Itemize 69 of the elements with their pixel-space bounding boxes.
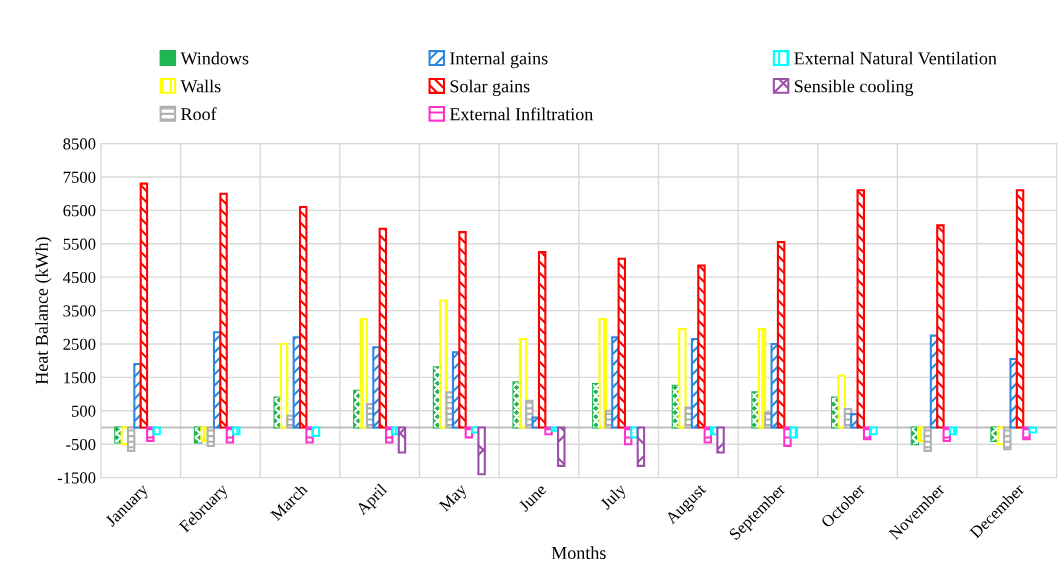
bar xyxy=(544,426,553,436)
bar xyxy=(126,426,136,452)
bar xyxy=(783,426,792,447)
bar xyxy=(557,426,566,467)
legend-label: External Infiltration xyxy=(449,107,594,121)
bar xyxy=(385,426,394,444)
bar xyxy=(948,426,958,436)
bar xyxy=(305,426,314,444)
legend-label: Sensible cooling xyxy=(794,79,914,97)
bar xyxy=(837,374,846,429)
bar xyxy=(697,264,706,429)
bar xyxy=(923,426,932,452)
bar xyxy=(617,257,627,429)
bar xyxy=(311,426,321,437)
bar xyxy=(146,426,155,442)
bar xyxy=(458,231,467,429)
bar xyxy=(716,426,725,454)
bar xyxy=(598,317,607,429)
bar xyxy=(397,426,407,454)
bar xyxy=(477,426,486,476)
bar xyxy=(776,241,786,429)
bar xyxy=(1028,426,1038,434)
y-tick-label: 7500 xyxy=(63,171,96,183)
bar xyxy=(678,327,687,429)
y-tick-label: 4500 xyxy=(63,271,96,284)
legend-label: Walls xyxy=(180,79,221,93)
bar xyxy=(464,426,474,439)
y-tick-label: 8500 xyxy=(63,138,96,150)
y-tick-label: 3500 xyxy=(63,305,96,317)
bar xyxy=(139,182,149,429)
bar xyxy=(636,426,646,467)
legend-label: Internal gains xyxy=(450,51,548,69)
x-tick-label: July xyxy=(599,482,630,513)
y-tick-label: 6500 xyxy=(63,205,96,217)
bar xyxy=(206,426,216,447)
bar xyxy=(232,426,241,436)
y-tick-label: 1500 xyxy=(64,372,96,384)
bar xyxy=(439,299,448,429)
legend-label: External Natural Ventilation xyxy=(794,51,997,65)
legend-label: Solar gains xyxy=(450,79,530,97)
y-tick-label: -500 xyxy=(66,438,96,451)
y-tick-label: 500 xyxy=(72,405,96,417)
bar xyxy=(789,426,799,439)
x-axis-title: Months xyxy=(551,546,606,560)
bar xyxy=(1015,189,1025,429)
bar xyxy=(537,251,547,429)
bar xyxy=(219,192,228,429)
bar xyxy=(378,227,388,429)
bar xyxy=(1003,426,1012,451)
x-tick-label: June xyxy=(518,483,547,513)
bar xyxy=(225,426,235,444)
y-axis-title: Heat Balance (kWh) xyxy=(35,237,52,385)
y-tick-label: 5500 xyxy=(63,238,96,250)
legend-label: Windows xyxy=(180,51,249,65)
bar xyxy=(764,411,773,429)
bar xyxy=(525,399,534,429)
bar xyxy=(630,426,639,439)
y-tick-label: 2500 xyxy=(63,338,96,350)
bar xyxy=(856,189,865,429)
y-tick-label: -1500 xyxy=(57,472,96,484)
legend-label: Roof xyxy=(181,107,217,121)
bar xyxy=(391,426,400,436)
bar xyxy=(703,426,713,444)
bar xyxy=(298,205,308,429)
bar xyxy=(869,426,878,436)
bar xyxy=(1022,426,1031,441)
bar xyxy=(152,426,161,436)
x-tick-label: May xyxy=(438,482,470,515)
bar xyxy=(936,224,945,429)
